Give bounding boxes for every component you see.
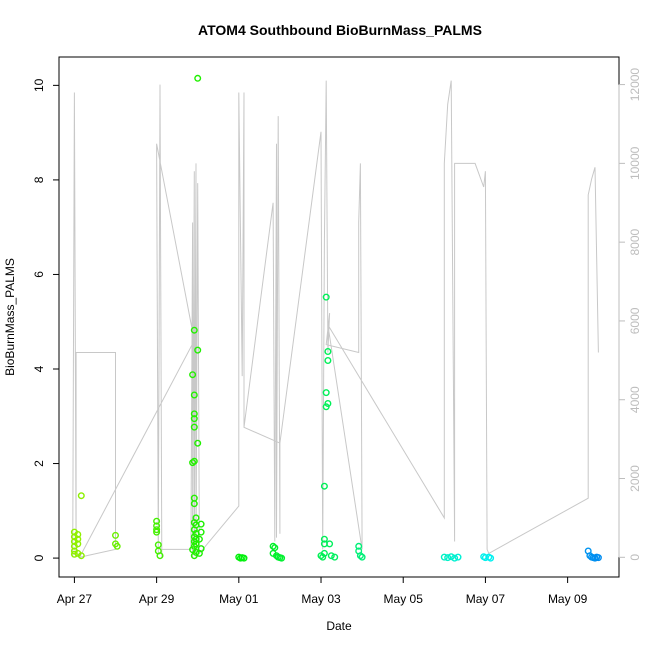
data-point xyxy=(194,439,202,447)
y2-tick-label: 10000 xyxy=(628,146,642,180)
data-point xyxy=(197,520,205,528)
data-point xyxy=(324,357,332,365)
y2-tick-label: 4000 xyxy=(628,386,642,413)
data-point xyxy=(190,500,198,508)
chart-title: ATOM4 Southbound BioBurnMass_PALMS xyxy=(198,22,482,38)
data-point xyxy=(278,554,286,562)
data-point xyxy=(594,554,602,562)
data-point xyxy=(451,554,459,562)
data-point xyxy=(322,293,330,301)
data-point xyxy=(194,74,202,82)
data-point xyxy=(190,326,198,334)
data-point xyxy=(454,553,462,561)
data-point xyxy=(444,554,452,562)
x-tick-label: Apr 29 xyxy=(139,592,175,606)
data-point xyxy=(190,391,198,399)
data-point xyxy=(190,410,198,418)
data-point xyxy=(356,552,364,560)
data-point xyxy=(190,526,198,534)
x-axis-label: Date xyxy=(326,619,352,633)
x-tick-label: Apr 27 xyxy=(57,592,93,606)
data-point xyxy=(113,542,121,550)
x-tick-label: May 03 xyxy=(301,592,341,606)
secondary-series-line xyxy=(72,80,599,559)
data-point xyxy=(195,549,203,557)
y-axis: 0 2 4 6 8 10 xyxy=(32,78,60,561)
x-tick-label: May 09 xyxy=(548,592,588,606)
data-point xyxy=(77,552,85,560)
data-point xyxy=(322,403,330,411)
data-point xyxy=(320,535,328,543)
y2-tick-label: 8000 xyxy=(628,228,642,255)
data-point xyxy=(324,348,332,356)
data-point xyxy=(190,415,198,423)
points-layer xyxy=(70,74,602,562)
y-tick-label: 10 xyxy=(32,78,46,92)
data-point xyxy=(197,528,205,536)
y2-tick-label: 12000 xyxy=(628,68,642,102)
data-point xyxy=(358,553,366,561)
data-point xyxy=(190,423,198,431)
data-point xyxy=(327,552,335,560)
data-point xyxy=(77,492,85,500)
data-point xyxy=(74,540,82,548)
data-point xyxy=(240,554,248,562)
data-point xyxy=(195,535,203,543)
y-tick-label: 0 xyxy=(32,554,46,561)
data-point xyxy=(74,531,82,539)
data-point xyxy=(194,346,202,354)
data-point xyxy=(326,540,334,548)
data-point xyxy=(153,517,161,525)
y2-tick-label: 6000 xyxy=(628,307,642,334)
x-tick-label: May 01 xyxy=(219,592,259,606)
x-tick-label: May 05 xyxy=(384,592,424,606)
y2-tick-label: 2000 xyxy=(628,465,642,492)
data-point xyxy=(189,459,197,467)
secondary-line-layer xyxy=(72,80,599,559)
data-point xyxy=(156,552,164,560)
y-tick-label: 2 xyxy=(32,460,46,467)
data-point xyxy=(320,482,328,490)
data-point xyxy=(355,542,363,550)
data-point xyxy=(153,526,161,534)
y2-axis: 0 2000 4000 6000 8000 10000 12000 xyxy=(618,68,642,561)
y-axis-label: BioBurnMass_PALMS xyxy=(3,258,17,376)
plot-frame xyxy=(58,56,620,578)
data-point xyxy=(447,553,455,561)
y2-tick-label: 0 xyxy=(628,554,642,561)
x-axis: Apr 27 Apr 29 May 01 May 03 May 05 May 07 May … xyxy=(57,576,588,606)
data-point xyxy=(190,457,198,465)
y-tick-label: 4 xyxy=(32,365,46,372)
data-point xyxy=(331,553,339,561)
data-point xyxy=(322,389,330,397)
data-point xyxy=(269,542,277,550)
data-point xyxy=(70,550,78,558)
data-point xyxy=(74,535,82,543)
data-point xyxy=(189,371,197,379)
x-tick-label: May 07 xyxy=(466,592,506,606)
data-point xyxy=(440,553,448,561)
y-tick-label: 8 xyxy=(32,176,46,183)
y-tick-label: 6 xyxy=(32,271,46,278)
data-point xyxy=(319,553,327,561)
data-point xyxy=(153,528,161,536)
data-point xyxy=(487,554,495,562)
data-point xyxy=(320,549,328,557)
data-point xyxy=(111,531,119,539)
